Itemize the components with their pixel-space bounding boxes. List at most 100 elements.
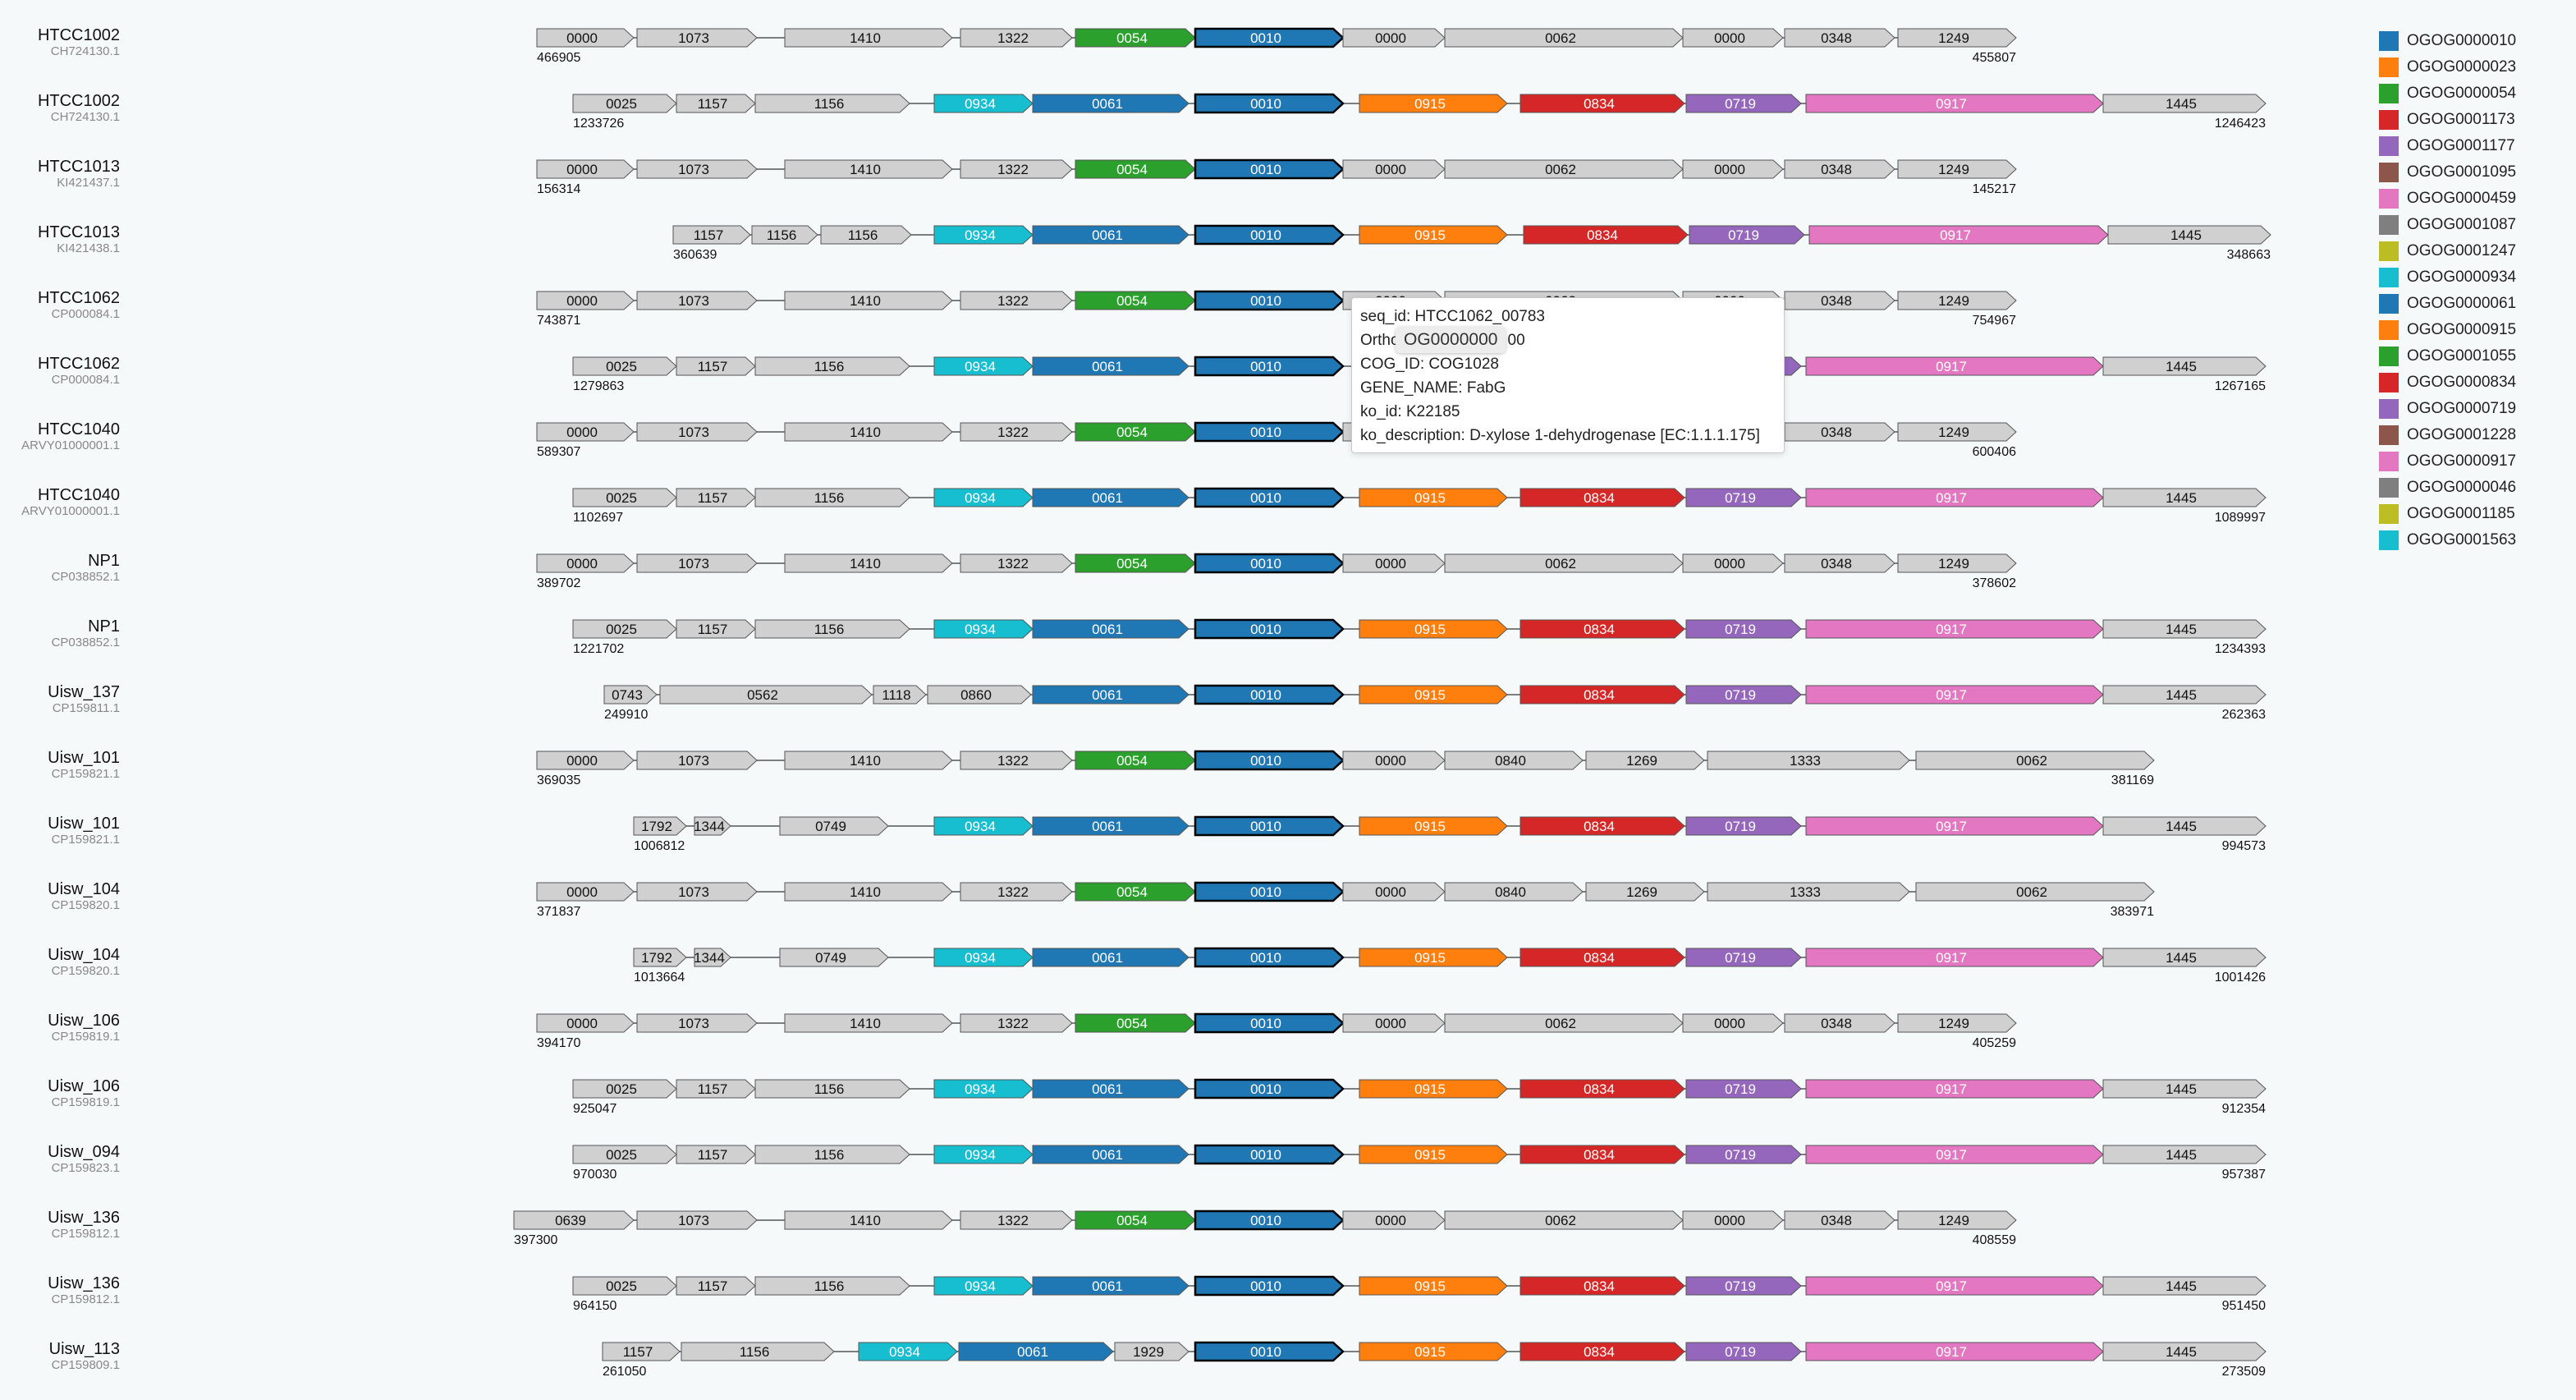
- gene-arrow[interactable]: [1805, 816, 2104, 836]
- gene-arrow[interactable]: [1519, 685, 1685, 705]
- gene-arrow[interactable]: [633, 816, 687, 836]
- gene-arrow[interactable]: [636, 1013, 758, 1033]
- legend-item[interactable]: OGOG0001173: [2379, 109, 2515, 131]
- legend-item[interactable]: OGOG0000046: [2379, 477, 2516, 498]
- gene-arrow[interactable]: [1359, 1276, 1508, 1296]
- gene-arrow[interactable]: [1897, 28, 2017, 48]
- gene-arrow[interactable]: [754, 488, 910, 507]
- gene-arrow[interactable]: [1359, 488, 1508, 507]
- gene-arrow[interactable]: [2102, 1079, 2267, 1099]
- gene-arrow[interactable]: [1915, 750, 2155, 770]
- legend-item[interactable]: OGOG0001185: [2379, 503, 2515, 525]
- gene-arrow[interactable]: [1359, 685, 1508, 705]
- gene-arrow[interactable]: [1075, 422, 1196, 442]
- gene-arrow[interactable]: [1685, 94, 1802, 113]
- gene-arrow[interactable]: [676, 619, 756, 639]
- gene-arrow[interactable]: [779, 948, 889, 967]
- gene-arrow[interactable]: [1685, 948, 1802, 967]
- gene-arrow[interactable]: [1342, 553, 1446, 573]
- gene-arrow[interactable]: [1519, 1342, 1685, 1361]
- gene-arrow[interactable]: [754, 1145, 910, 1164]
- gene-arrow[interactable]: [636, 553, 758, 573]
- legend-item[interactable]: OGOG0000061: [2379, 293, 2516, 314]
- gene-arrow[interactable]: [1685, 619, 1802, 639]
- gene-arrow[interactable]: [1685, 488, 1802, 507]
- gene-arrow[interactable]: [1032, 619, 1189, 639]
- gene-arrow[interactable]: [536, 28, 635, 48]
- gene-arrow[interactable]: [659, 685, 873, 705]
- gene-arrow[interactable]: [1032, 225, 1189, 245]
- gene-arrow[interactable]: [960, 553, 1073, 573]
- gene-arrow[interactable]: [784, 159, 953, 179]
- legend-item[interactable]: OGOG0001563: [2379, 530, 2516, 551]
- gene-arrow[interactable]: [933, 94, 1034, 113]
- gene-arrow[interactable]: [784, 291, 953, 310]
- gene-arrow[interactable]: [676, 356, 756, 376]
- gene-arrow[interactable]: [1444, 750, 1584, 770]
- gene-arrow[interactable]: [1359, 619, 1508, 639]
- gene-arrow[interactable]: [1342, 750, 1446, 770]
- gene-arrow[interactable]: [933, 1079, 1034, 1099]
- gene-arrow[interactable]: [1444, 1210, 1684, 1230]
- gene-arrow[interactable]: [960, 1013, 1073, 1033]
- gene-arrow[interactable]: [1689, 225, 1805, 245]
- gene-arrow[interactable]: [960, 291, 1073, 310]
- gene-arrow[interactable]: [1519, 488, 1685, 507]
- gene-arrow[interactable]: [1032, 1079, 1189, 1099]
- gene-arrow[interactable]: [572, 1145, 677, 1164]
- gene-arrow[interactable]: [1032, 1145, 1189, 1164]
- gene-arrow[interactable]: [1194, 27, 1345, 48]
- gene-arrow[interactable]: [676, 1145, 756, 1164]
- gene-arrow[interactable]: [1784, 28, 1895, 48]
- gene-arrow[interactable]: [1194, 618, 1345, 640]
- gene-arrow[interactable]: [1075, 1210, 1196, 1230]
- gene-arrow[interactable]: [933, 225, 1034, 245]
- legend-item[interactable]: OGOG0001087: [2379, 214, 2516, 236]
- gene-arrow[interactable]: [933, 1145, 1034, 1164]
- gene-arrow[interactable]: [676, 488, 756, 507]
- gene-arrow[interactable]: [681, 1342, 835, 1361]
- gene-arrow[interactable]: [603, 685, 658, 705]
- gene-arrow[interactable]: [1342, 882, 1446, 902]
- legend-item[interactable]: OGOG0000934: [2379, 267, 2516, 288]
- gene-arrow[interactable]: [2102, 94, 2267, 113]
- legend-item[interactable]: OGOG0001247: [2379, 241, 2516, 262]
- gene-arrow[interactable]: [779, 816, 889, 836]
- gene-arrow[interactable]: [2102, 488, 2267, 507]
- legend-item[interactable]: OGOG0000010: [2379, 30, 2516, 52]
- gene-arrow[interactable]: [694, 816, 731, 836]
- gene-arrow[interactable]: [2102, 619, 2267, 639]
- gene-arrow[interactable]: [572, 488, 677, 507]
- gene-arrow[interactable]: [1519, 948, 1685, 967]
- gene-arrow[interactable]: [636, 159, 758, 179]
- gene-arrow[interactable]: [536, 1013, 635, 1033]
- gene-arrow[interactable]: [1519, 1079, 1685, 1099]
- gene-arrow[interactable]: [636, 28, 758, 48]
- gene-arrow[interactable]: [536, 291, 635, 310]
- gene-arrow[interactable]: [958, 1342, 1114, 1361]
- gene-arrow[interactable]: [1194, 947, 1345, 968]
- gene-arrow[interactable]: [1897, 422, 2017, 442]
- legend-item[interactable]: OGOG0000917: [2379, 451, 2516, 472]
- gene-arrow[interactable]: [1075, 1013, 1196, 1033]
- gene-arrow[interactable]: [1685, 1276, 1802, 1296]
- gene-arrow[interactable]: [1519, 1145, 1685, 1164]
- gene-arrow[interactable]: [1032, 488, 1189, 507]
- gene-arrow[interactable]: [1194, 1275, 1345, 1297]
- gene-arrow[interactable]: [933, 619, 1034, 639]
- gene-arrow[interactable]: [1707, 750, 1910, 770]
- legend-item[interactable]: OGOG0000054: [2379, 83, 2516, 104]
- legend-item[interactable]: OGOG0000834: [2379, 372, 2516, 393]
- gene-arrow[interactable]: [754, 619, 910, 639]
- gene-arrow[interactable]: [754, 1276, 910, 1296]
- gene-arrow[interactable]: [1032, 816, 1189, 836]
- gene-arrow[interactable]: [1685, 816, 1802, 836]
- gene-arrow[interactable]: [754, 94, 910, 113]
- gene-arrow[interactable]: [1075, 553, 1196, 573]
- gene-arrow[interactable]: [2102, 816, 2267, 836]
- gene-arrow[interactable]: [1114, 1342, 1189, 1361]
- gene-arrow[interactable]: [602, 1342, 681, 1361]
- gene-arrow[interactable]: [1784, 159, 1895, 179]
- gene-arrow[interactable]: [1784, 422, 1895, 442]
- gene-arrow[interactable]: [1444, 1013, 1684, 1033]
